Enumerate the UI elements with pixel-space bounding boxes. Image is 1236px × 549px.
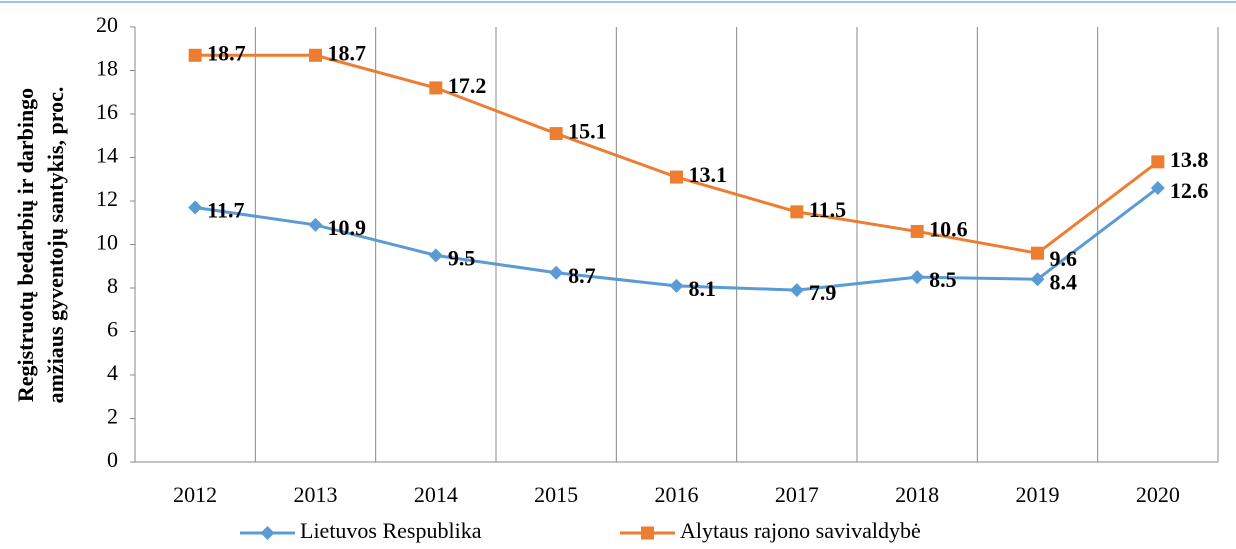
marker [670,170,683,184]
data-label: 17.2 [448,73,487,98]
x-tick-label: 2017 [775,482,819,507]
x-tick-label: 2016 [655,482,699,507]
marker [188,48,202,62]
y-tick-label: 4 [107,360,118,385]
x-tick-label: 2012 [173,482,217,507]
y-tick-label: 10 [96,230,118,255]
y-tick-label: 20 [96,12,118,37]
y-tick-label: 2 [107,404,118,429]
marker [308,217,323,232]
legend-label: Lietuvos Respublika [300,518,482,543]
data-label: 11.7 [207,198,244,223]
data-label: 7.9 [809,280,837,305]
data-label: 9.6 [1050,246,1078,271]
marker [549,265,564,280]
data-label: 10.6 [929,216,968,241]
legend-item: Alytaus rajono savivaldybė [620,518,921,543]
y-tick-label: 14 [96,143,118,168]
data-label: 11.5 [809,197,846,222]
marker [910,270,925,285]
data-label: 9.5 [448,245,476,270]
x-tick-label: 2019 [1016,482,1060,507]
y-axis-label: amžiaus gyventojų santykis, proc. [43,87,68,404]
marker [549,127,563,141]
y-axis-label: Registruotų bedarbių ir darbingo [13,88,38,402]
y-tick-label: 6 [107,317,118,342]
data-label: 12.6 [1170,178,1209,203]
legend-label: Alytaus rajono savivaldybė [680,518,921,543]
data-label: 13.1 [689,162,728,187]
marker [669,278,684,293]
marker [429,81,443,95]
y-tick-label: 12 [96,186,118,211]
marker [910,224,924,238]
marker [789,283,804,298]
data-label: 13.8 [1170,147,1209,172]
marker [188,200,203,215]
x-tick-label: 2020 [1136,482,1180,507]
data-label: 8.4 [1050,269,1078,294]
y-tick-label: 0 [107,447,118,472]
x-tick-label: 2015 [534,482,578,507]
marker [1150,180,1165,195]
marker [790,205,804,219]
marker [641,526,654,540]
y-tick-label: 16 [96,99,118,124]
marker [1030,272,1045,287]
data-label: 18.7 [328,40,367,65]
legend-item: Lietuvos Respublika [240,518,482,543]
data-label: 10.9 [328,215,367,240]
data-label: 8.5 [929,267,957,292]
marker [1151,155,1165,169]
data-label: 8.7 [568,263,596,288]
x-tick-label: 2018 [895,482,939,507]
y-tick-label: 18 [96,56,118,81]
data-label: 15.1 [568,119,607,144]
marker [309,48,322,62]
y-tick-label: 8 [107,273,118,298]
data-label: 18.7 [207,40,246,65]
x-tick-label: 2014 [414,482,458,507]
marker [260,526,275,540]
marker [1031,246,1044,260]
x-tick-label: 2013 [294,482,338,507]
data-label: 8.1 [689,276,717,301]
marker [428,248,443,263]
